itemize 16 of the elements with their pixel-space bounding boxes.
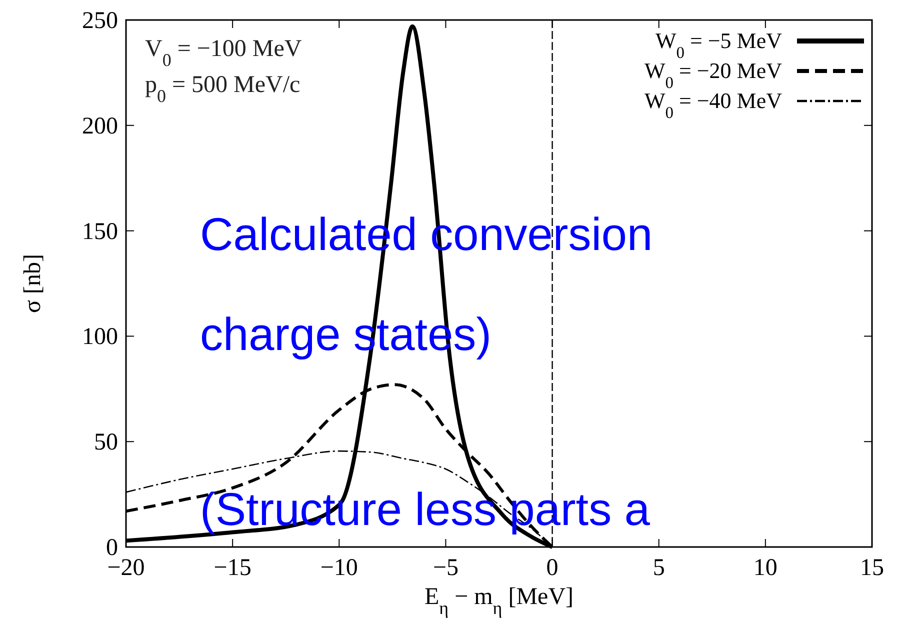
y-tick-label: 100 — [82, 324, 118, 350]
y-tick-label: 200 — [82, 113, 118, 140]
x-tick-label: 0 — [546, 555, 558, 581]
annotation: V$_{0}$ = −100 MeV — [145, 36, 302, 70]
x-axis-title: E$_{η}$ − m$_{η}$ [MeV] — [424, 584, 574, 618]
y-axis-title: σ [nb] — [20, 254, 46, 313]
x-tick-label: −15 — [214, 555, 252, 581]
y-tick-label: 150 — [82, 218, 118, 245]
x-tick-label: 5 — [652, 555, 665, 581]
x-tick-label: −5 — [432, 555, 458, 581]
annotation: p$_{0}$ = 500 MeV/c — [145, 72, 300, 106]
x-tick-label: −10 — [320, 555, 358, 581]
y-tick-label: 250 — [82, 8, 118, 34]
y-tick-label: 50 — [94, 430, 118, 456]
x-tick-label: 10 — [753, 555, 778, 581]
x-tick-label: 15 — [860, 555, 884, 581]
